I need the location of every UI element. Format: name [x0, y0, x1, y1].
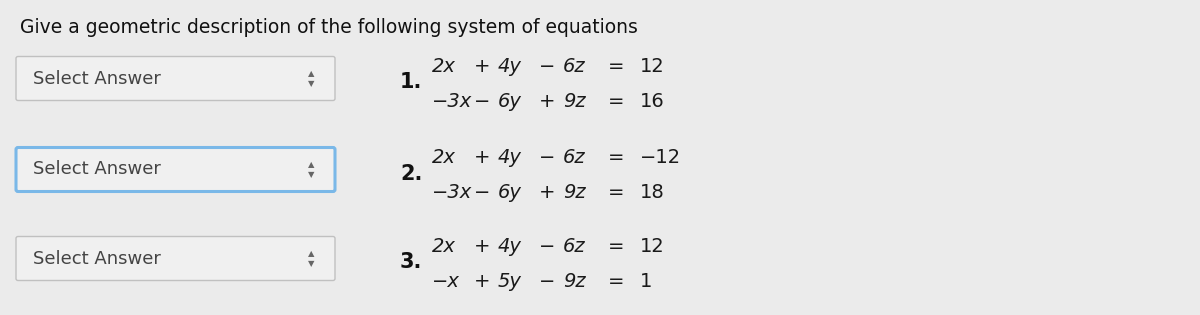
- Text: =: =: [608, 57, 624, 76]
- Text: 2x: 2x: [432, 148, 456, 167]
- Text: 4y: 4y: [498, 148, 522, 167]
- Text: ▲: ▲: [307, 160, 314, 169]
- Text: 18: 18: [640, 183, 665, 202]
- Text: =: =: [608, 183, 624, 202]
- Text: 2x: 2x: [432, 237, 456, 256]
- Text: Select Answer: Select Answer: [34, 161, 161, 179]
- Text: Give a geometric description of the following system of equations: Give a geometric description of the foll…: [20, 18, 638, 37]
- Text: −: −: [539, 148, 556, 167]
- Text: ▲: ▲: [307, 69, 314, 78]
- Text: 6y: 6y: [498, 183, 522, 202]
- Text: 16: 16: [640, 92, 665, 111]
- Text: 12: 12: [640, 237, 665, 256]
- Text: +: +: [474, 148, 491, 167]
- Text: 1.: 1.: [400, 72, 422, 93]
- Text: −: −: [539, 57, 556, 76]
- Text: ▼: ▼: [307, 79, 314, 88]
- Text: −: −: [539, 272, 556, 291]
- Text: 5y: 5y: [498, 272, 522, 291]
- Text: ▼: ▼: [307, 170, 314, 179]
- Text: 12: 12: [640, 57, 665, 76]
- Text: =: =: [608, 272, 624, 291]
- Text: ▲: ▲: [307, 249, 314, 258]
- Text: =: =: [608, 148, 624, 167]
- Text: 4y: 4y: [498, 237, 522, 256]
- Text: −: −: [474, 92, 491, 111]
- Text: ▼: ▼: [307, 259, 314, 268]
- Text: 6y: 6y: [498, 92, 522, 111]
- Text: −3x: −3x: [432, 92, 473, 111]
- Text: 1: 1: [640, 272, 653, 291]
- Text: 6z: 6z: [563, 237, 586, 256]
- Text: +: +: [474, 272, 491, 291]
- Text: +: +: [539, 92, 556, 111]
- Text: 6z: 6z: [563, 57, 586, 76]
- Text: =: =: [608, 237, 624, 256]
- Text: −: −: [474, 183, 491, 202]
- Text: Select Answer: Select Answer: [34, 249, 161, 267]
- Text: =: =: [608, 92, 624, 111]
- Text: +: +: [474, 57, 491, 76]
- Text: 2x: 2x: [432, 57, 456, 76]
- Text: 2.: 2.: [400, 163, 422, 184]
- Text: +: +: [539, 183, 556, 202]
- FancyBboxPatch shape: [16, 237, 335, 280]
- Text: −3x: −3x: [432, 183, 473, 202]
- Text: −12: −12: [640, 148, 682, 167]
- Text: 9z: 9z: [563, 92, 586, 111]
- Text: 3.: 3.: [400, 253, 422, 272]
- Text: 4y: 4y: [498, 57, 522, 76]
- FancyBboxPatch shape: [16, 56, 335, 100]
- Text: Select Answer: Select Answer: [34, 70, 161, 88]
- Text: 9z: 9z: [563, 272, 586, 291]
- Text: 9z: 9z: [563, 183, 586, 202]
- Text: 6z: 6z: [563, 148, 586, 167]
- Text: −: −: [539, 237, 556, 256]
- FancyBboxPatch shape: [16, 147, 335, 192]
- Text: +: +: [474, 237, 491, 256]
- Text: −x: −x: [432, 272, 460, 291]
